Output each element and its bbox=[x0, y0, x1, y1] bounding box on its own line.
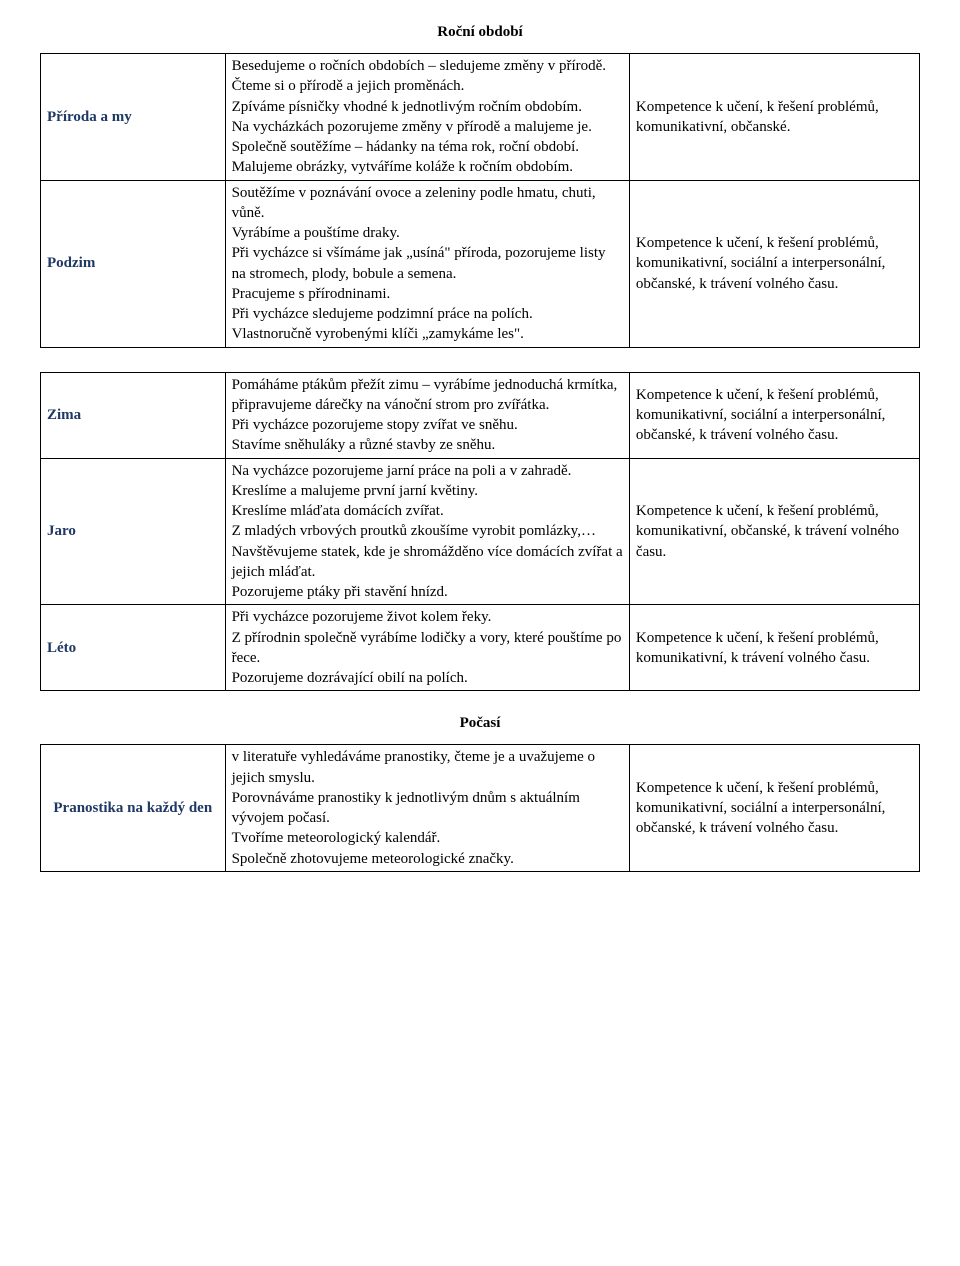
competence-text: Kompetence k učení, k řešení problémů, k… bbox=[636, 99, 879, 135]
activity-line: Pomáháme ptákům přežít zimu – vyrábíme j… bbox=[232, 375, 623, 416]
competence-text: Kompetence k učení, k řešení problémů, k… bbox=[636, 503, 899, 560]
competence-cell: Kompetence k učení, k řešení problémů, k… bbox=[629, 54, 919, 181]
activity-line: Z přírodnin společně vyrábíme lodičky a … bbox=[232, 628, 623, 669]
activity-line: Kreslíme mláďata domácích zvířat. bbox=[232, 501, 623, 521]
activity-line: Zpíváme písničky vhodné k jednotlivým ro… bbox=[232, 97, 623, 117]
activity-line: v literatuře vyhledáváme pranostiky, čte… bbox=[232, 747, 623, 788]
activity-line: Tvoříme meteorologický kalendář. bbox=[232, 828, 623, 848]
activity-line: Kreslíme a malujeme první jarní květiny. bbox=[232, 481, 623, 501]
section-title-2: Počasí bbox=[40, 715, 920, 732]
activity-line: Malujeme obrázky, vytváříme koláže k roč… bbox=[232, 157, 623, 177]
row-label: Léto bbox=[47, 640, 76, 656]
activity-line: Navštěvujeme statek, kde je shromážděno … bbox=[232, 542, 623, 583]
activities-cell: Pomáháme ptákům přežít zimu – vyrábíme j… bbox=[225, 372, 629, 458]
activity-line: Při vycházce pozorujeme život kolem řeky… bbox=[232, 607, 623, 627]
row-label-cell: Podzim bbox=[41, 180, 226, 347]
table-row: Pranostika na každý den v literatuře vyh… bbox=[41, 745, 920, 872]
activity-line: Na vycházce pozorujeme jarní práce na po… bbox=[232, 461, 623, 481]
row-label-cell: Léto bbox=[41, 605, 226, 691]
row-label: Podzim bbox=[47, 255, 95, 271]
activity-line: Pozorujeme dozrávající obilí na polích. bbox=[232, 668, 623, 688]
activity-line: Pozorujeme ptáky při stavění hnízd. bbox=[232, 582, 623, 602]
activity-line: Na vycházkách pozorujeme změny v přírodě… bbox=[232, 117, 623, 137]
table-row: Jaro Na vycházce pozorujeme jarní práce … bbox=[41, 458, 920, 605]
table-row: Zima Pomáháme ptákům přežít zimu – vyráb… bbox=[41, 372, 920, 458]
activity-line: Při vycházce sledujeme podzimní práce na… bbox=[232, 304, 623, 324]
activity-line: Z mladých vrbových proutků zkoušíme vyro… bbox=[232, 521, 623, 541]
competence-text: Kompetence k učení, k řešení problémů, k… bbox=[636, 235, 886, 292]
row-label: Pranostika na každý den bbox=[53, 800, 212, 816]
activity-line: Soutěžíme v poznávání ovoce a zeleniny p… bbox=[232, 183, 623, 224]
row-label-cell: Příroda a my bbox=[41, 54, 226, 181]
activity-line: Společně zhotovujeme meteorologické znač… bbox=[232, 849, 623, 869]
activities-cell: Při vycházce pozorujeme život kolem řeky… bbox=[225, 605, 629, 691]
competence-text: Kompetence k učení, k řešení problémů, k… bbox=[636, 630, 879, 666]
table-1a: Příroda a my Besedujeme o ročních období… bbox=[40, 53, 920, 348]
activity-line: Při vycházce si všímáme jak „usíná" přír… bbox=[232, 243, 623, 284]
table-row: Léto Při vycházce pozorujeme život kolem… bbox=[41, 605, 920, 691]
row-label: Jaro bbox=[47, 523, 76, 539]
competence-text: Kompetence k učení, k řešení problémů, k… bbox=[636, 387, 886, 444]
section-title-1: Roční období bbox=[40, 24, 920, 41]
table-2: Pranostika na každý den v literatuře vyh… bbox=[40, 744, 920, 872]
activity-line: Při vycházce pozorujeme stopy zvířat ve … bbox=[232, 415, 623, 435]
competence-cell: Kompetence k učení, k řešení problémů, k… bbox=[629, 745, 919, 872]
competence-cell: Kompetence k učení, k řešení problémů, k… bbox=[629, 372, 919, 458]
table-row: Podzim Soutěžíme v poznávání ovoce a zel… bbox=[41, 180, 920, 347]
activities-cell: v literatuře vyhledáváme pranostiky, čte… bbox=[225, 745, 629, 872]
table-row: Příroda a my Besedujeme o ročních období… bbox=[41, 54, 920, 181]
row-label-cell: Pranostika na každý den bbox=[41, 745, 226, 872]
activities-cell: Soutěžíme v poznávání ovoce a zeleniny p… bbox=[225, 180, 629, 347]
row-label-cell: Zima bbox=[41, 372, 226, 458]
activity-line: Společně soutěžíme – hádanky na téma rok… bbox=[232, 137, 623, 157]
activities-cell: Na vycházce pozorujeme jarní práce na po… bbox=[225, 458, 629, 605]
row-label-cell: Jaro bbox=[41, 458, 226, 605]
row-label: Příroda a my bbox=[47, 109, 132, 125]
row-label: Zima bbox=[47, 407, 81, 423]
activity-line: Pracujeme s přírodninami. bbox=[232, 284, 623, 304]
competence-cell: Kompetence k učení, k řešení problémů, k… bbox=[629, 458, 919, 605]
competence-cell: Kompetence k učení, k řešení problémů, k… bbox=[629, 180, 919, 347]
activity-line: Vyrábíme a pouštíme draky. bbox=[232, 223, 623, 243]
activity-line: Vlastnoručně vyrobenými klíči „zamykáme … bbox=[232, 324, 623, 344]
activity-line: Stavíme sněhuláky a různé stavby ze sněh… bbox=[232, 435, 623, 455]
activities-cell: Besedujeme o ročních obdobích – sledujem… bbox=[225, 54, 629, 181]
activity-line: Porovnáváme pranostiky k jednotlivým dnů… bbox=[232, 788, 623, 829]
activity-line: Besedujeme o ročních obdobích – sledujem… bbox=[232, 56, 623, 76]
table-1b: Zima Pomáháme ptákům přežít zimu – vyráb… bbox=[40, 372, 920, 692]
competence-text: Kompetence k učení, k řešení problémů, k… bbox=[636, 780, 886, 837]
competence-cell: Kompetence k učení, k řešení problémů, k… bbox=[629, 605, 919, 691]
activity-line: Čteme si o přírodě a jejich proměnách. bbox=[232, 76, 623, 96]
